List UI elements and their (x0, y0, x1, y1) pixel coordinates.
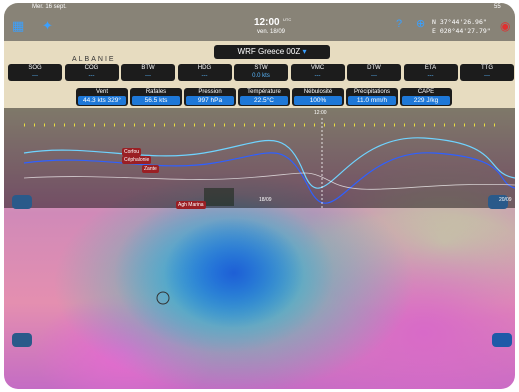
place-label: Céphalonie (122, 156, 152, 164)
instrument-label: VMC (310, 65, 325, 71)
weather-value: 229 J/kg (402, 96, 450, 105)
timeline-cursor: 12:00 (314, 110, 327, 116)
time-zone: UTC (283, 17, 292, 22)
weather-box[interactable]: Vent 44.3 kts 329° (76, 88, 128, 106)
instrument-value: --- (427, 73, 434, 79)
instrument-value: --- (371, 73, 377, 79)
weather-value: 56.5 kts (132, 96, 180, 105)
help-button[interactable]: ? (396, 18, 403, 30)
model-name: WRF Greece 00Z (237, 47, 301, 56)
instrument-box[interactable]: STW 0.0 kts (234, 64, 288, 81)
compass-button[interactable]: ✦ (42, 18, 53, 33)
weather-box[interactable]: CAPE 229 J/kg (400, 88, 452, 106)
instrument-box[interactable]: COG --- (64, 64, 119, 81)
forecast-date: ven. 18/09 (257, 29, 286, 35)
instrument-label: ETA (424, 65, 437, 71)
lifebuoy-button[interactable]: ◉ (500, 19, 511, 33)
locate-button[interactable] (12, 333, 32, 347)
instrument-box[interactable]: SOG --- (8, 64, 62, 81)
place-label: Zante (142, 165, 159, 173)
weather-label: CAPE (417, 89, 435, 95)
weather-box[interactable]: Pression 997 hPa (184, 88, 236, 106)
instrument-value: --- (88, 73, 95, 79)
instrument-label: SOG (28, 65, 42, 71)
battery: 55 (494, 4, 501, 10)
longitude: E 020°44'27.79" (432, 27, 491, 35)
instrument-value: --- (484, 73, 490, 79)
instrument-value: --- (314, 73, 321, 79)
weather-value: 44.3 kts 329° (78, 96, 126, 105)
weather-label: Rafales (145, 89, 167, 95)
instrument-label: STW (254, 65, 268, 71)
grid-button[interactable]: ▦ (12, 18, 25, 33)
timeline-date: 20/09 (499, 197, 512, 203)
weather-box[interactable]: Température 22.5°C (238, 88, 290, 106)
map-label: ALBANIE (72, 56, 116, 63)
position-button[interactable]: ⊕ (416, 18, 426, 30)
instrument-label: TTG (481, 65, 493, 71)
weather-label: Vent (95, 89, 108, 95)
left-button[interactable] (12, 195, 32, 209)
weather-value: 22.5°C (240, 96, 288, 105)
forecast-time: 12:00 (254, 17, 280, 28)
instrument-value: --- (145, 73, 151, 79)
weather-box[interactable]: Nébulosité 100% (292, 88, 344, 106)
latitude: N 37°44'26.96" (432, 18, 487, 26)
weather-label: Température (247, 89, 281, 95)
weather-value: 997 hPa (186, 96, 234, 105)
weather-box[interactable]: Rafales 56.5 kts (130, 88, 182, 106)
instrument-box[interactable]: VMC --- (290, 64, 345, 81)
weather-label: Précipitations (353, 89, 391, 95)
instrument-value: --- (201, 73, 208, 79)
instrument-label: HDG (197, 65, 212, 71)
instrument-label: BTW (141, 65, 155, 71)
weather-box[interactable]: Précipitations 11.0 mm/h (346, 88, 398, 106)
status-date: Mer. 16 sept. (32, 4, 67, 10)
timeline-date: 18/09 (259, 197, 272, 203)
weather-value: 11.0 mm/h (348, 96, 396, 105)
instrument-box[interactable]: TTG --- (460, 64, 514, 81)
instrument-box[interactable]: DTW --- (347, 64, 401, 81)
instrument-label: COG (84, 65, 99, 71)
instrument-label: DTW (367, 65, 381, 71)
place-label: Agh Marina (176, 201, 206, 209)
play-button[interactable] (492, 333, 512, 347)
place-label: Corfou (122, 148, 142, 156)
instrument-value: 0.0 kts (252, 73, 270, 79)
weather-value: 100% (294, 96, 342, 105)
map-decor (4, 3, 515, 305)
instrument-box[interactable]: ETA --- (403, 64, 458, 81)
weather-label: Nébulosité (303, 89, 333, 95)
app-screen: Mer. 16 sept. 55 ▦ ✦ 12:00 UTC ven. 18/0… (4, 3, 515, 389)
instrument-box[interactable]: HDG --- (177, 64, 232, 81)
instrument-box[interactable]: BTW --- (121, 64, 175, 81)
right-button[interactable] (488, 195, 508, 209)
instrument-value: --- (32, 73, 38, 79)
weather-label: Pression (198, 89, 222, 95)
model-selector[interactable]: WRF Greece 00Z ▾ (214, 45, 330, 59)
